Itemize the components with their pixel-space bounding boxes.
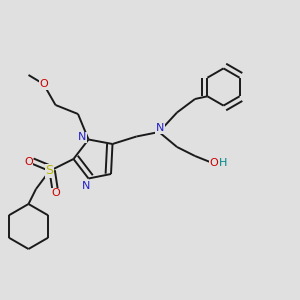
Text: O: O bbox=[39, 79, 48, 89]
Text: N: N bbox=[78, 132, 86, 142]
Text: O: O bbox=[209, 158, 218, 169]
Text: O: O bbox=[24, 157, 33, 167]
Text: O: O bbox=[51, 188, 60, 199]
Text: N: N bbox=[82, 181, 90, 191]
Text: H: H bbox=[219, 158, 228, 169]
Text: N: N bbox=[156, 123, 164, 134]
Text: S: S bbox=[46, 164, 53, 178]
